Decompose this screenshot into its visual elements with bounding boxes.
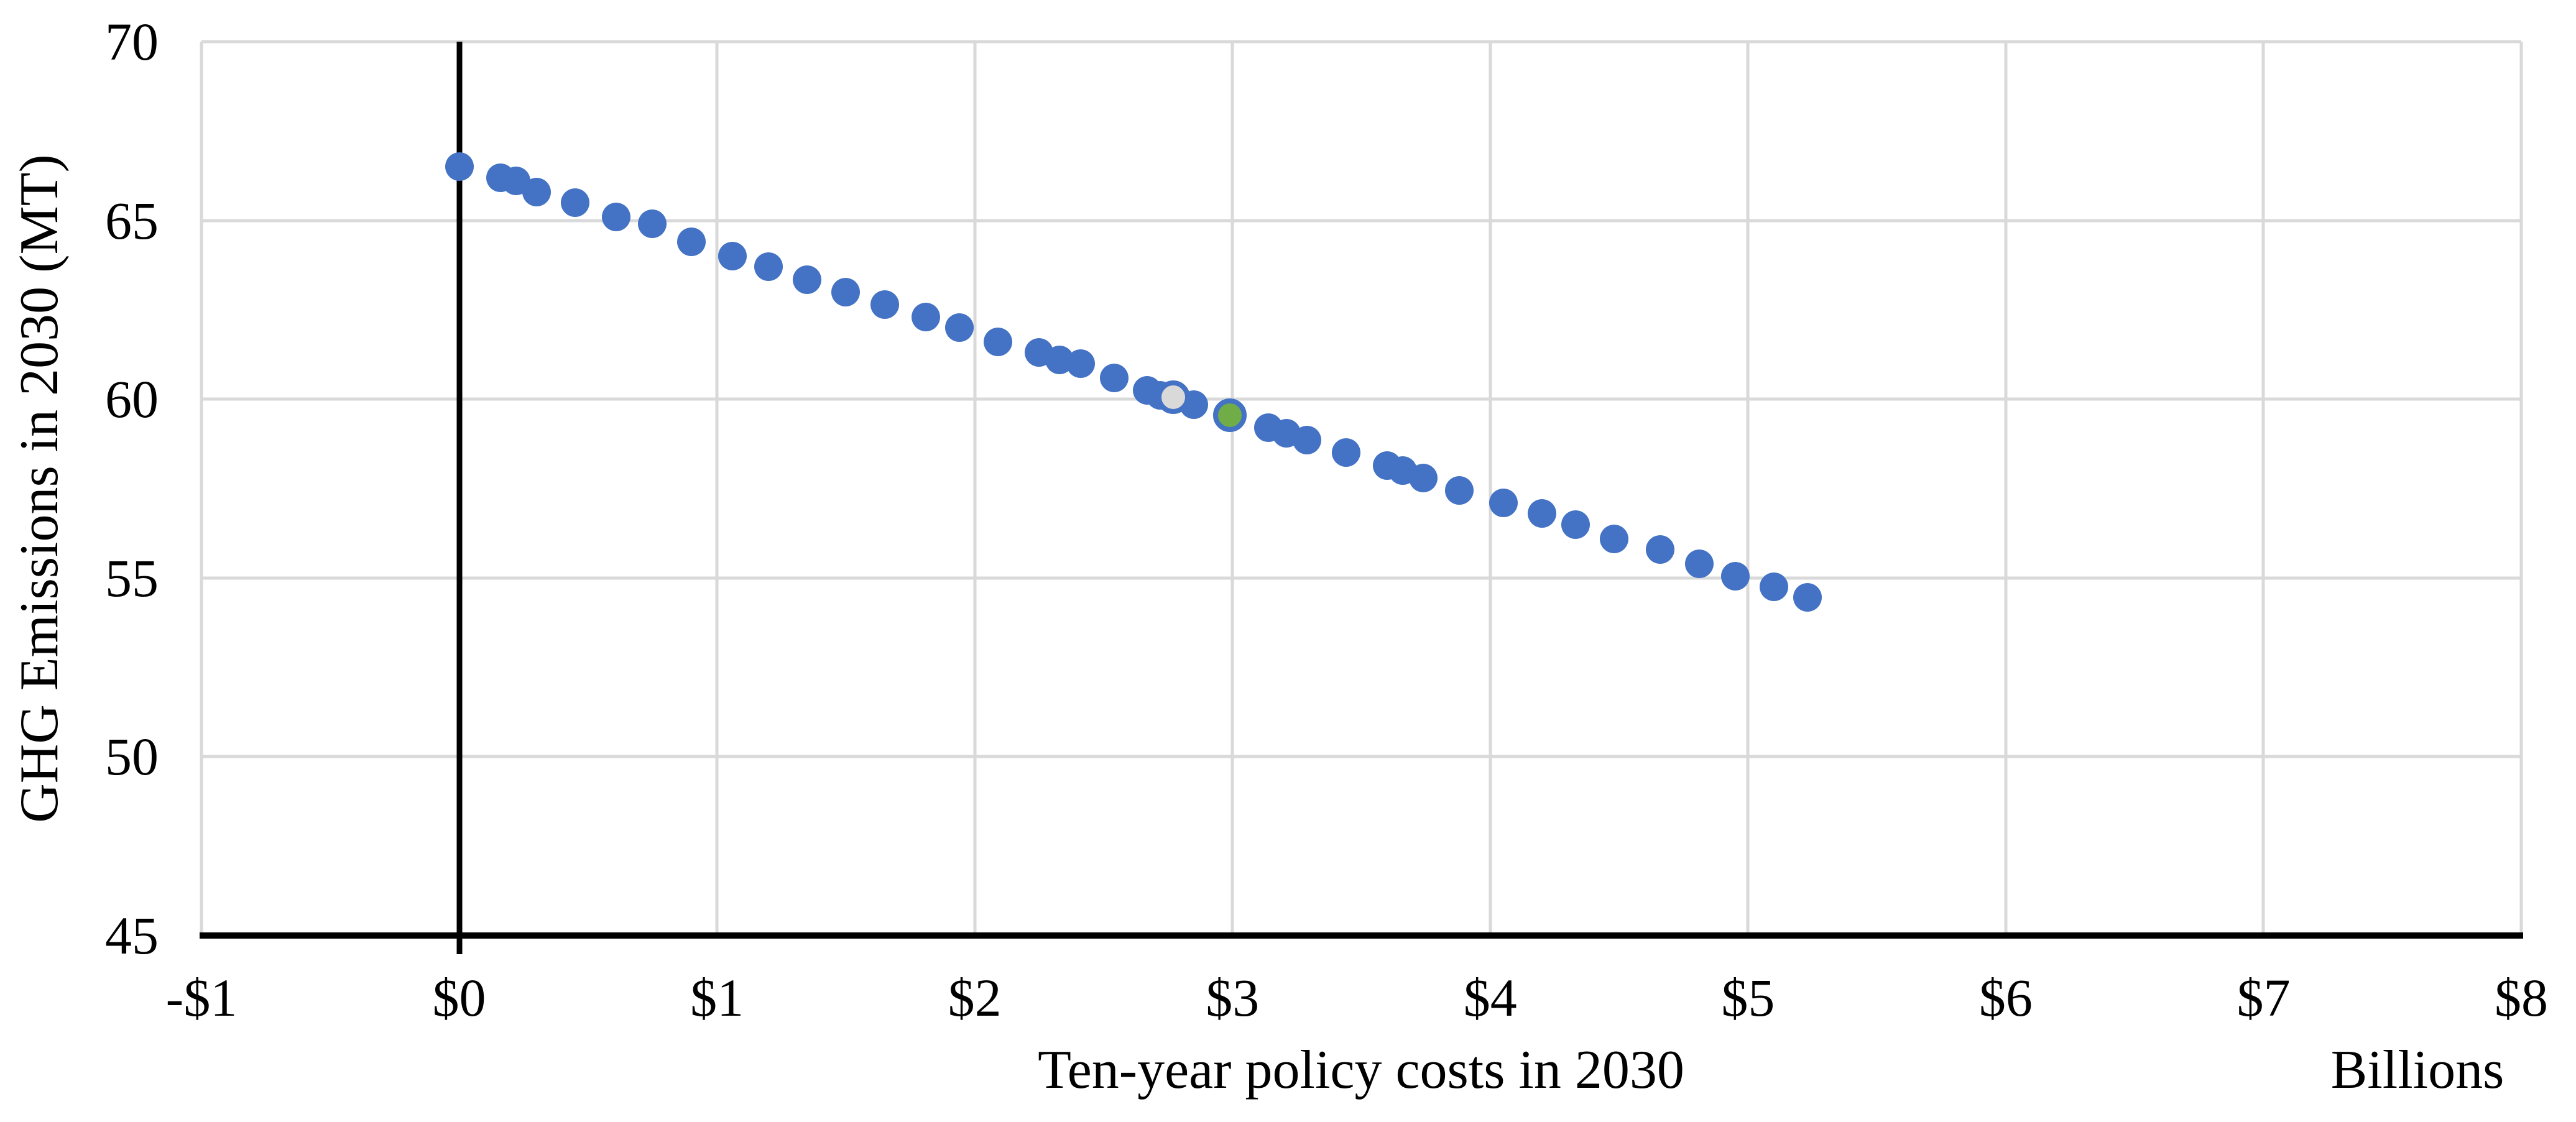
x-tick-label: $5	[1721, 968, 1775, 1028]
y-tick-label: 50	[105, 727, 159, 787]
blue-scenario-points	[1331, 438, 1360, 467]
blue-scenario-points	[870, 290, 899, 319]
green-highlight-point	[1213, 398, 1247, 433]
vertical-gridline	[2261, 42, 2265, 936]
blue-scenario-points	[1793, 583, 1822, 612]
vertical-gridline	[1230, 42, 1234, 936]
x-tick-label: $8	[2495, 968, 2548, 1028]
blue-scenario-points	[1599, 524, 1628, 553]
y-axis-title: GHG Emissions in 2030 (MT)	[9, 154, 70, 823]
blue-scenario-points	[676, 228, 706, 257]
horizontal-gridline	[201, 40, 2521, 44]
blue-scenario-points	[1646, 535, 1675, 564]
y-tick-label: 45	[105, 906, 159, 965]
blue-scenario-points	[793, 265, 822, 294]
horizontal-gridline	[201, 755, 2521, 758]
blue-scenario-points	[944, 313, 974, 343]
blue-scenario-points	[1408, 463, 1438, 492]
blue-scenario-points	[754, 252, 783, 282]
x-axis-units-label: Billions	[2330, 1040, 2504, 1100]
x-tick-label: $7	[2237, 968, 2291, 1028]
x-tick-label: -$1	[165, 968, 238, 1028]
blue-scenario-points	[1684, 549, 1714, 578]
blue-scenario-points	[1489, 489, 1518, 517]
x-tick-label: $4	[1463, 968, 1517, 1028]
x-tick-label: $0	[432, 968, 486, 1028]
blue-scenario-points	[1527, 499, 1556, 528]
y-tick-label: 70	[105, 12, 159, 71]
x-tick-label: $2	[948, 968, 1002, 1028]
x-axis-title: Ten-year policy costs in 2030	[1038, 1040, 1684, 1100]
blue-scenario-points	[1759, 572, 1788, 602]
blue-scenario-points	[522, 177, 551, 206]
x-tick-label: $6	[1978, 968, 2033, 1028]
vertical-gridline	[1746, 42, 1750, 936]
blue-scenario-points	[445, 152, 474, 182]
horizontal-gridline	[201, 219, 2521, 223]
blue-scenario-points	[1445, 476, 1474, 505]
blue-scenario-points	[831, 277, 861, 306]
x-tick-label: $3	[1206, 968, 1260, 1028]
blue-scenario-points	[602, 202, 631, 231]
blue-scenario-points	[638, 209, 667, 239]
vertical-gridline	[2004, 42, 2008, 936]
vertical-gridline	[200, 42, 203, 936]
vertical-gridline	[973, 42, 977, 936]
blue-scenario-points	[1099, 363, 1129, 392]
horizontal-gridline	[201, 397, 2521, 401]
blue-scenario-points	[1066, 349, 1095, 378]
y-axis-zero-line	[456, 42, 463, 954]
vertical-gridline	[1489, 42, 1492, 936]
horizontal-gridline	[201, 576, 2521, 580]
x-axis-line	[200, 932, 2523, 939]
blue-scenario-points	[983, 328, 1012, 357]
blue-scenario-points	[1293, 426, 1322, 455]
y-tick-label: 60	[105, 369, 159, 430]
vertical-gridline	[2519, 42, 2523, 936]
y-tick-label: 55	[105, 548, 159, 608]
vertical-gridline	[715, 42, 719, 936]
blue-scenario-points	[1561, 510, 1590, 539]
y-tick-label: 65	[105, 190, 159, 251]
blue-scenario-points	[911, 302, 940, 331]
gray-highlight-point	[1156, 380, 1190, 415]
blue-scenario-points	[561, 188, 590, 217]
blue-scenario-points	[1720, 561, 1750, 591]
blue-scenario-points	[718, 242, 747, 271]
x-tick-label: $1	[690, 968, 744, 1028]
